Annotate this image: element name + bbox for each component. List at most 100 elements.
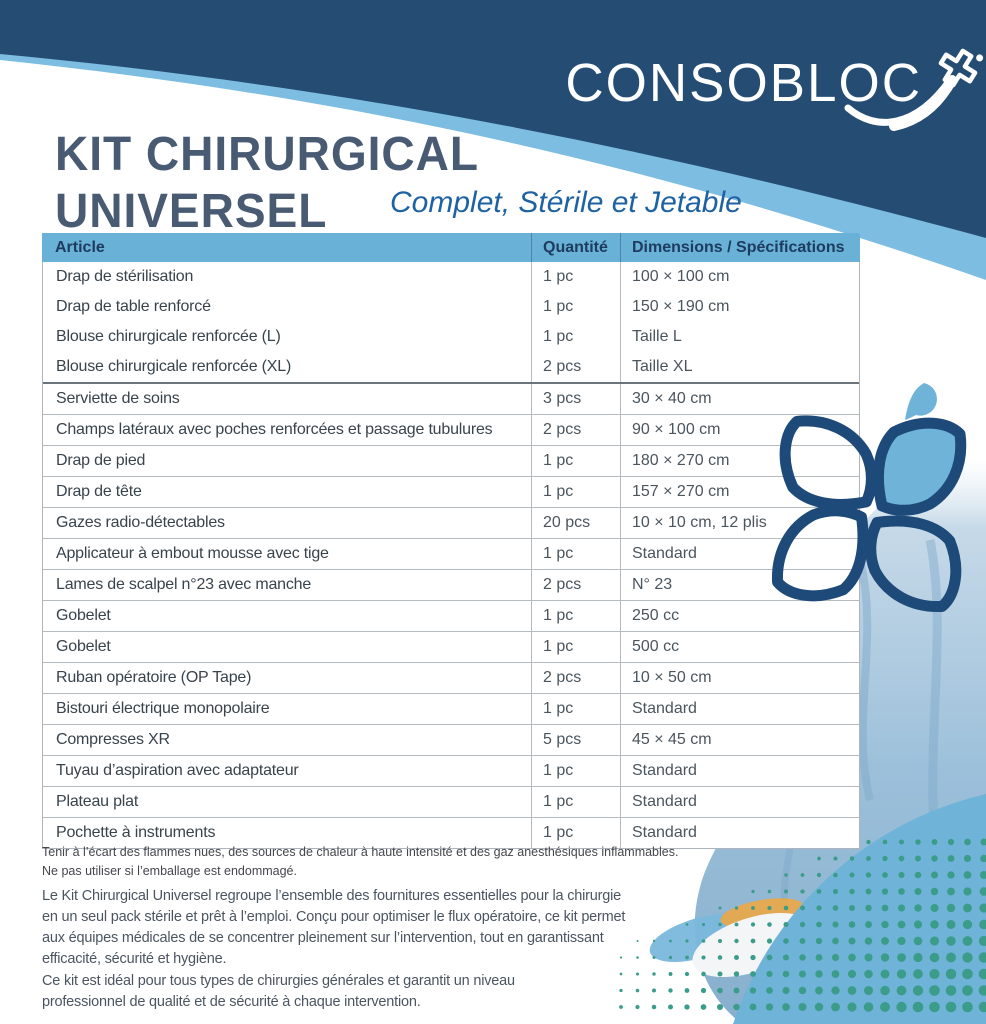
page-subtitle: Complet, Stérile et Jetable — [390, 186, 742, 219]
cell-dimensions: Standard — [620, 818, 859, 848]
table-row: Blouse chirurgicale renforcée (L) 1 pc T… — [43, 322, 859, 352]
table-row: Plateau plat 1 pc Standard — [43, 786, 859, 817]
cell-dimensions: Standard — [620, 787, 859, 817]
table-row: Tuyau d’aspiration avec adaptateur 1 pc … — [43, 755, 859, 786]
warning-text: Tenir à l’écart des flammes nues, des so… — [42, 843, 678, 881]
cell-dimensions: Standard — [620, 539, 859, 569]
table-row: Gazes radio-détectables 20 pcs 10 × 10 c… — [43, 507, 859, 538]
cell-quantity: 2 pcs — [531, 352, 620, 382]
cell-quantity: 5 pcs — [531, 725, 620, 755]
cell-quantity: 1 pc — [531, 292, 620, 322]
cell-dimensions: 250 cc — [620, 601, 859, 631]
cell-dimensions: Taille XL — [620, 352, 859, 382]
cell-article: Gobelet — [56, 638, 111, 655]
cell-dimensions: Standard — [620, 694, 859, 724]
cell-article: Drap de table renforcé — [56, 298, 211, 315]
cell-dimensions: Standard — [620, 756, 859, 786]
cell-quantity: 2 pcs — [531, 415, 620, 445]
text-line: Ce kit est idéal pour tous types de chir… — [42, 973, 515, 989]
table-row: Drap de pied 1 pc 180 × 270 cm — [43, 445, 859, 476]
cell-quantity: 1 pc — [531, 322, 620, 352]
cell-dimensions: 180 × 270 cm — [620, 446, 859, 476]
cell-dimensions: Taille L — [620, 322, 859, 352]
page-title: KIT CHIRURGICAL UNIVERSEL — [55, 126, 497, 240]
cell-article: Tuyau d’aspiration avec adaptateur — [56, 762, 299, 779]
table-row: Gobelet 1 pc 250 cc — [43, 600, 859, 631]
text-line: efficacité, sécurité et hygiène. — [42, 951, 227, 967]
cell-quantity: 2 pcs — [531, 663, 620, 693]
cell-article: Gobelet — [56, 607, 111, 624]
cell-dimensions: 500 cc — [620, 632, 859, 662]
text-line: Le Kit Chirurgical Universel regroupe l’… — [42, 888, 622, 904]
cell-quantity: 1 pc — [531, 477, 620, 507]
cell-article: Compresses XR — [56, 731, 170, 748]
description-paragraph-2: Ce kit est idéal pour tous types de chir… — [42, 971, 515, 1013]
table-body: Drap de stérilisation 1 pc 100 × 100 cm … — [42, 262, 860, 849]
text-line: Ne pas utiliser si l’emballage est endom… — [42, 864, 297, 878]
table-row: Compresses XR 5 pcs 45 × 45 cm — [43, 724, 859, 755]
droplet-shape — [905, 383, 937, 420]
column-header-article: Article — [55, 239, 105, 256]
table-row: Lames de scalpel n°23 avec manche 2 pcs … — [43, 569, 859, 600]
cell-article: Applicateur à embout mousse avec tige — [56, 545, 329, 562]
table-row: Ruban opératoire (OP Tape) 2 pcs 10 × 50… — [43, 662, 859, 693]
cell-article: Ruban opératoire (OP Tape) — [56, 669, 252, 686]
table-row: Bistouri électrique monopolaire 1 pc Sta… — [43, 693, 859, 724]
table-row: Champs latéraux avec poches renforcées e… — [43, 414, 859, 445]
cell-article: Bistouri électrique monopolaire — [56, 700, 270, 717]
brand-logo: CONSOBLOC — [565, 53, 922, 114]
title-line-1: KIT CHIRURGICAL — [55, 128, 479, 181]
cell-dimensions: 30 × 40 cm — [620, 384, 859, 414]
incision-site — [720, 898, 804, 928]
table-row: Serviette de soins 3 pcs 30 × 40 cm — [43, 382, 859, 414]
cell-dimensions: 157 × 270 cm — [620, 477, 859, 507]
table-row: Drap de table renforcé 1 pc 150 × 190 cm — [43, 292, 859, 322]
logo-swoosh-icon — [844, 48, 984, 131]
text-line: en un seul pack stérile et prêt à l’empl… — [42, 909, 626, 925]
cell-dimensions: 90 × 100 cm — [620, 415, 859, 445]
table-row: Drap de stérilisation 1 pc 100 × 100 cm — [43, 262, 859, 292]
description-paragraph-1: Le Kit Chirurgical Universel regroupe l’… — [42, 886, 625, 970]
cell-article: Pochette à instruments — [56, 824, 216, 841]
glove-left — [692, 912, 812, 978]
cell-article: Blouse chirurgicale renforcée (XL) — [56, 358, 292, 375]
cell-quantity: 1 pc — [531, 787, 620, 817]
cell-article: Drap de pied — [56, 452, 146, 469]
glove-right — [823, 856, 953, 924]
cell-article: Gazes radio-détectables — [56, 514, 225, 531]
cell-article: Plateau plat — [56, 793, 139, 810]
title-line-2: UNIVERSEL — [55, 185, 328, 238]
table-row: Blouse chirurgicale renforcée (XL) 2 pcs… — [43, 352, 859, 382]
cell-article: Serviette de soins — [56, 390, 180, 407]
cell-quantity: 1 pc — [531, 632, 620, 662]
cell-article: Drap de tête — [56, 483, 142, 500]
cell-quantity: 2 pcs — [531, 570, 620, 600]
table-row: Drap de tête 1 pc 157 × 270 cm — [43, 476, 859, 507]
text-line: Tenir à l’écart des flammes nues, des so… — [42, 845, 679, 859]
cell-dimensions: N° 23 — [620, 570, 859, 600]
cell-dimensions: 10 × 50 cm — [620, 663, 859, 693]
logo-cross-icon — [938, 48, 984, 88]
cell-dimensions: 150 × 190 cm — [620, 292, 859, 322]
cell-quantity: 1 pc — [531, 601, 620, 631]
cell-article: Lames de scalpel n°23 avec manche — [56, 576, 312, 593]
cell-quantity: 1 pc — [531, 756, 620, 786]
cell-dimensions: 100 × 100 cm — [620, 262, 859, 292]
table-row: Applicateur à embout mousse avec tige 1 … — [43, 538, 859, 569]
table-header-row: Article Quantité Dimensions / Spécificat… — [42, 233, 860, 262]
cell-quantity: 3 pcs — [531, 384, 620, 414]
header-wave — [0, 0, 986, 280]
cell-article: Drap de stérilisation — [56, 268, 194, 285]
cell-quantity: 1 pc — [531, 262, 620, 292]
cell-quantity: 1 pc — [531, 539, 620, 569]
cell-dimensions: 45 × 45 cm — [620, 725, 859, 755]
cell-quantity: 1 pc — [531, 818, 620, 848]
cell-quantity: 1 pc — [531, 446, 620, 476]
cell-quantity: 20 pcs — [531, 508, 620, 538]
cell-article: Champs latéraux avec poches renforcées e… — [56, 421, 493, 438]
column-header-dimensions: Dimensions / Spécifications — [620, 233, 860, 262]
text-line: aux équipes médicales de se concentrer p… — [42, 930, 604, 946]
text-line: professionnel de qualité et de sécurité … — [42, 994, 421, 1010]
cell-quantity: 1 pc — [531, 694, 620, 724]
